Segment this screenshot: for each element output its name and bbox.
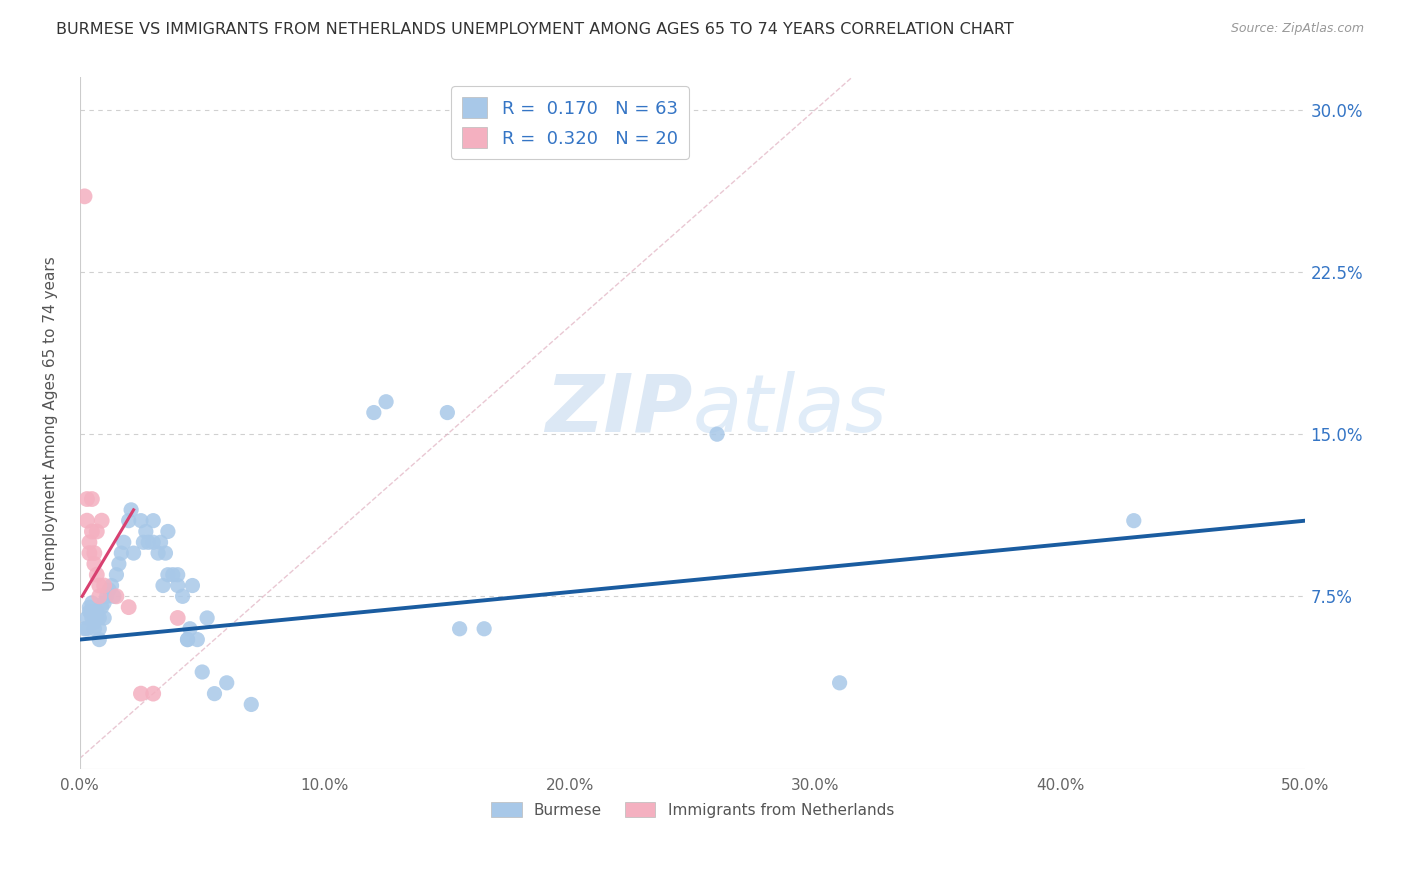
Point bbox=[80, 605, 103, 619]
Point bbox=[93, 578, 115, 592]
Point bbox=[136, 535, 159, 549]
Point bbox=[215, 675, 238, 690]
Point bbox=[149, 535, 172, 549]
Point bbox=[166, 611, 188, 625]
Point bbox=[73, 622, 96, 636]
Point bbox=[142, 514, 165, 528]
Point bbox=[363, 406, 385, 420]
Point bbox=[103, 590, 125, 604]
Point bbox=[86, 524, 108, 539]
Point bbox=[86, 605, 108, 619]
Point bbox=[120, 503, 142, 517]
Point bbox=[472, 622, 495, 636]
Point bbox=[129, 514, 152, 528]
Point bbox=[156, 567, 179, 582]
Point bbox=[86, 611, 108, 625]
Point bbox=[449, 622, 471, 636]
Point bbox=[86, 567, 108, 582]
Point bbox=[181, 578, 204, 592]
Point bbox=[706, 427, 728, 442]
Point bbox=[96, 590, 118, 604]
Point bbox=[105, 590, 128, 604]
Point bbox=[132, 535, 155, 549]
Point bbox=[146, 546, 169, 560]
Point bbox=[166, 567, 188, 582]
Point bbox=[191, 665, 214, 679]
Point bbox=[90, 514, 112, 528]
Point bbox=[89, 632, 111, 647]
Point bbox=[76, 611, 98, 625]
Point bbox=[155, 546, 177, 560]
Point bbox=[80, 524, 103, 539]
Point bbox=[204, 687, 226, 701]
Point bbox=[79, 535, 101, 549]
Text: BURMESE VS IMMIGRANTS FROM NETHERLANDS UNEMPLOYMENT AMONG AGES 65 TO 74 YEARS CO: BURMESE VS IMMIGRANTS FROM NETHERLANDS U… bbox=[56, 22, 1014, 37]
Text: Source: ZipAtlas.com: Source: ZipAtlas.com bbox=[1230, 22, 1364, 36]
Point bbox=[83, 546, 105, 560]
Point bbox=[118, 514, 141, 528]
Point bbox=[83, 557, 105, 571]
Point bbox=[89, 590, 111, 604]
Point bbox=[80, 611, 103, 625]
Point bbox=[142, 687, 165, 701]
Point bbox=[80, 596, 103, 610]
Point bbox=[129, 687, 152, 701]
Point bbox=[142, 535, 165, 549]
Point bbox=[172, 590, 194, 604]
Text: atlas: atlas bbox=[693, 370, 887, 449]
Point bbox=[108, 557, 131, 571]
Point bbox=[828, 675, 851, 690]
Point bbox=[179, 622, 201, 636]
Point bbox=[79, 605, 101, 619]
Point bbox=[186, 632, 208, 647]
Point bbox=[76, 514, 98, 528]
Point bbox=[1122, 514, 1144, 528]
Point bbox=[176, 632, 198, 647]
Point bbox=[76, 622, 98, 636]
Point bbox=[93, 596, 115, 610]
Point bbox=[436, 406, 458, 420]
Point bbox=[98, 582, 121, 597]
Point bbox=[79, 600, 101, 615]
Point bbox=[89, 622, 111, 636]
Point bbox=[166, 578, 188, 592]
Point bbox=[89, 611, 111, 625]
Point bbox=[162, 567, 184, 582]
Point bbox=[375, 394, 398, 409]
Point bbox=[83, 615, 105, 630]
Point bbox=[93, 611, 115, 625]
Point bbox=[76, 491, 98, 506]
Text: ZIP: ZIP bbox=[546, 370, 693, 449]
Point bbox=[240, 698, 263, 712]
Point bbox=[79, 546, 101, 560]
Point bbox=[73, 189, 96, 203]
Point bbox=[118, 600, 141, 615]
Point bbox=[176, 632, 198, 647]
Point bbox=[195, 611, 218, 625]
Point bbox=[112, 535, 135, 549]
Point bbox=[152, 578, 174, 592]
Point bbox=[83, 622, 105, 636]
Point bbox=[100, 578, 122, 592]
Point bbox=[156, 524, 179, 539]
Y-axis label: Unemployment Among Ages 65 to 74 years: Unemployment Among Ages 65 to 74 years bbox=[44, 256, 58, 591]
Point bbox=[135, 524, 157, 539]
Legend: Burmese, Immigrants from Netherlands: Burmese, Immigrants from Netherlands bbox=[485, 796, 900, 824]
Point bbox=[105, 567, 128, 582]
Point bbox=[80, 491, 103, 506]
Point bbox=[110, 546, 132, 560]
Point bbox=[90, 600, 112, 615]
Point bbox=[89, 578, 111, 592]
Point bbox=[122, 546, 145, 560]
